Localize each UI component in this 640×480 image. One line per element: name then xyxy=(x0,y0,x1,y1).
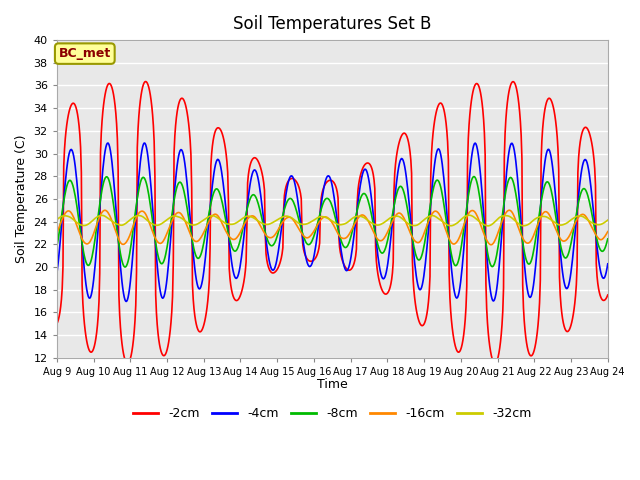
-8cm xyxy=(416,256,424,262)
-16cm xyxy=(53,230,61,236)
-32cm xyxy=(53,217,61,223)
-32cm xyxy=(484,223,492,229)
-32cm xyxy=(63,213,70,219)
-8cm xyxy=(120,263,127,268)
-4cm xyxy=(401,164,408,169)
Line: -32cm: -32cm xyxy=(57,215,608,226)
Line: -16cm: -16cm xyxy=(57,210,608,245)
-4cm xyxy=(177,147,185,153)
-2cm xyxy=(492,360,499,366)
-2cm xyxy=(400,130,408,136)
-8cm xyxy=(63,183,70,189)
-4cm xyxy=(63,166,70,171)
-16cm xyxy=(205,217,213,223)
-8cm xyxy=(400,190,408,195)
-16cm xyxy=(604,228,612,234)
-32cm xyxy=(604,217,612,223)
-2cm xyxy=(604,292,612,298)
Title: Soil Temperatures Set B: Soil Temperatures Set B xyxy=(233,15,431,33)
-4cm xyxy=(140,140,148,146)
Y-axis label: Soil Temperature (C): Soil Temperature (C) xyxy=(15,135,28,263)
-8cm xyxy=(205,209,213,215)
-8cm xyxy=(53,244,61,250)
-32cm xyxy=(399,216,407,222)
Line: -4cm: -4cm xyxy=(57,143,608,301)
-2cm xyxy=(416,321,424,326)
Text: BC_met: BC_met xyxy=(59,47,111,60)
X-axis label: Time: Time xyxy=(317,378,348,391)
-32cm xyxy=(465,212,473,218)
Legend: -2cm, -4cm, -8cm, -16cm, -32cm: -2cm, -4cm, -8cm, -16cm, -32cm xyxy=(128,402,536,425)
-2cm xyxy=(53,321,61,327)
-16cm xyxy=(488,242,495,248)
-2cm xyxy=(177,97,184,103)
-32cm xyxy=(205,214,212,220)
-16cm xyxy=(120,241,128,247)
-4cm xyxy=(417,287,424,292)
-32cm xyxy=(120,222,127,228)
-4cm xyxy=(604,261,612,267)
-16cm xyxy=(416,239,424,244)
-8cm xyxy=(604,236,612,242)
-32cm xyxy=(175,215,183,220)
Line: -2cm: -2cm xyxy=(57,82,608,363)
-4cm xyxy=(120,290,127,296)
-16cm xyxy=(400,215,408,221)
-16cm xyxy=(63,209,70,215)
-2cm xyxy=(63,121,70,127)
-8cm xyxy=(177,180,184,185)
-2cm xyxy=(205,277,213,283)
-4cm xyxy=(53,271,61,277)
-2cm xyxy=(142,79,150,84)
Line: -8cm: -8cm xyxy=(57,177,608,267)
-8cm xyxy=(121,264,129,270)
-16cm xyxy=(101,207,109,213)
-8cm xyxy=(470,174,477,180)
-4cm xyxy=(123,299,131,304)
-2cm xyxy=(120,351,127,357)
-4cm xyxy=(206,205,214,211)
-16cm xyxy=(177,210,184,216)
-32cm xyxy=(415,221,423,227)
